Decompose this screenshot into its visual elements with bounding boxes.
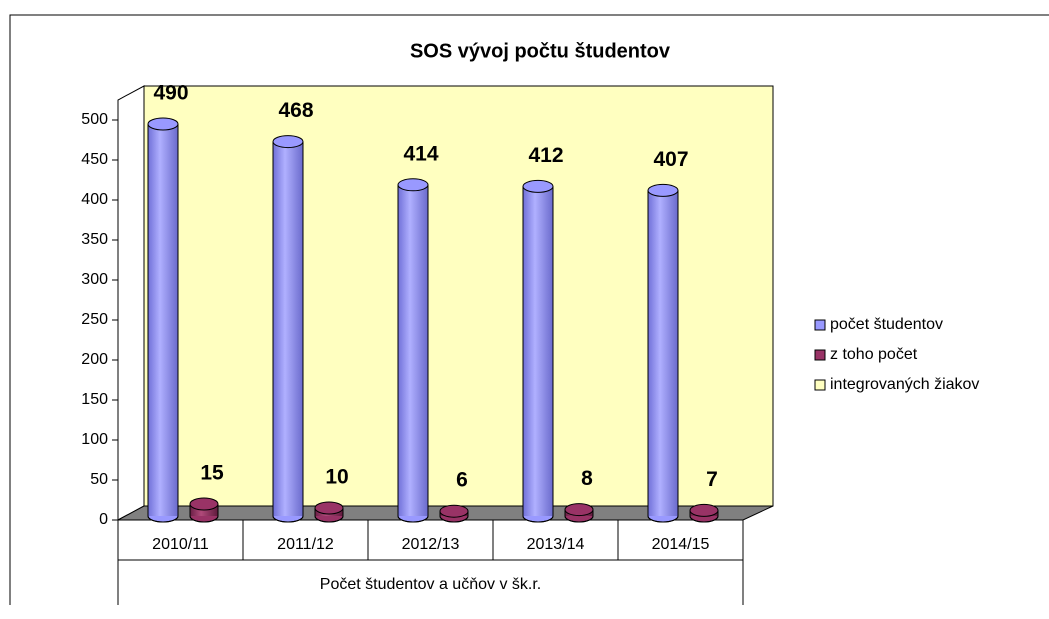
bar-outline [439, 511, 469, 523]
y-tick-label: 400 [81, 191, 108, 208]
bar-top [647, 183, 679, 197]
data-label: 490 [153, 82, 188, 105]
chart-title: SOS vývoj počtu študentov [410, 40, 671, 62]
legend-label: z toho počet [830, 346, 918, 363]
y-tick-label: 200 [81, 351, 108, 368]
y-tick-label: 500 [81, 111, 108, 128]
bar-top [189, 497, 219, 511]
side-wall [117, 85, 145, 521]
data-label: 6 [456, 469, 468, 492]
data-label: 468 [278, 99, 313, 122]
data-label: 407 [653, 148, 688, 171]
bar-top [522, 179, 554, 193]
bar-outline [647, 190, 679, 523]
x-tick-label: 2014/15 [652, 536, 710, 553]
x-tick-label: 2010/11 [152, 536, 209, 553]
data-label: 414 [403, 142, 438, 165]
bar-top [439, 504, 469, 518]
bar-outline [689, 510, 719, 523]
y-tick-label: 250 [81, 311, 108, 328]
bar [648, 190, 678, 516]
x-tick-label: 2011/12 [277, 536, 334, 553]
legend-label: integrovaných žiakov [830, 376, 979, 393]
y-tick-label: 300 [81, 271, 108, 288]
bar-top [272, 135, 304, 149]
y-tick-label: 450 [81, 151, 108, 168]
y-tick-label: 150 [81, 391, 108, 408]
bar-outline [522, 186, 554, 523]
y-tick-label: 50 [90, 471, 108, 488]
bar-outline [147, 124, 179, 523]
data-label: 10 [325, 466, 348, 489]
bar-top [689, 503, 719, 517]
bar-top [314, 501, 344, 515]
legend-swatch [814, 379, 826, 391]
bar-top [564, 503, 594, 517]
x-tick-label: 2013/14 [527, 536, 585, 553]
bar-top [397, 178, 429, 192]
data-label: 7 [706, 468, 718, 491]
bar-outline [189, 504, 219, 523]
bar-outline [397, 184, 429, 523]
bar-outline [272, 141, 304, 523]
bar [398, 184, 428, 517]
chart-frame [9, 14, 1049, 605]
bar-outline [564, 509, 594, 523]
legend-swatch [814, 319, 826, 331]
bar [273, 141, 303, 516]
bar-top [147, 117, 179, 131]
legend-swatch [814, 349, 826, 361]
y-tick-label: 100 [81, 431, 108, 448]
x-tick-label: 2012/13 [402, 536, 460, 553]
x-axis-label: Počet študentov a učňov v šk.r. [320, 576, 541, 593]
data-label: 412 [528, 144, 563, 167]
data-label: 8 [581, 467, 593, 490]
bar-outline [314, 508, 344, 523]
y-tick-label: 0 [99, 511, 108, 528]
legend-label: počet študentov [830, 316, 943, 333]
bar [148, 124, 178, 516]
y-tick-label: 350 [81, 231, 108, 248]
bar [523, 186, 553, 516]
data-label: 15 [200, 462, 224, 485]
